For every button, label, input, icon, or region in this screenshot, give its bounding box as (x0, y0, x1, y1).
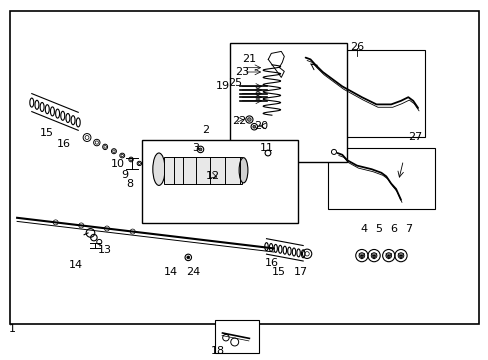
Ellipse shape (152, 153, 165, 185)
Text: 14: 14 (69, 260, 82, 270)
Text: 19: 19 (215, 81, 229, 91)
Text: 23: 23 (235, 67, 248, 77)
Text: 14: 14 (164, 267, 178, 277)
Text: 9: 9 (121, 170, 128, 180)
Circle shape (358, 253, 364, 258)
Circle shape (247, 118, 251, 121)
Text: 6: 6 (389, 224, 396, 234)
Bar (229, 43, 346, 162)
Text: 27: 27 (407, 132, 422, 142)
Text: 4: 4 (360, 224, 367, 234)
Text: 3: 3 (192, 143, 199, 153)
Bar (293, 50, 425, 137)
Bar (163, 157, 242, 184)
Text: 15: 15 (271, 267, 285, 277)
Text: 11: 11 (259, 143, 273, 153)
Text: 17: 17 (293, 267, 307, 277)
Circle shape (387, 255, 389, 257)
Text: 20: 20 (254, 121, 268, 131)
Text: 24: 24 (185, 267, 200, 277)
Circle shape (360, 255, 362, 257)
Text: 5: 5 (375, 224, 382, 234)
Text: 21: 21 (242, 54, 256, 64)
Text: 8: 8 (126, 179, 133, 189)
Text: 16: 16 (57, 139, 70, 149)
Text: 13: 13 (98, 245, 112, 255)
Text: 22: 22 (232, 116, 246, 126)
Circle shape (399, 255, 401, 257)
Bar (10, 11, 478, 324)
Circle shape (385, 253, 391, 258)
Text: 15: 15 (40, 128, 53, 138)
Circle shape (199, 148, 202, 151)
Text: 25: 25 (227, 78, 241, 88)
Circle shape (186, 256, 189, 259)
Text: 12: 12 (205, 171, 219, 181)
Bar (142, 140, 298, 223)
Text: 2: 2 (202, 125, 208, 135)
Circle shape (370, 253, 376, 258)
Text: 7: 7 (404, 224, 411, 234)
Text: 1: 1 (9, 324, 16, 334)
Circle shape (252, 125, 255, 128)
Text: 10: 10 (110, 159, 124, 169)
Circle shape (397, 253, 403, 258)
Circle shape (372, 255, 374, 257)
Ellipse shape (239, 158, 247, 183)
Text: 26: 26 (349, 42, 363, 52)
Bar (215, 320, 259, 353)
Bar (327, 148, 434, 209)
Text: 16: 16 (264, 258, 278, 268)
Text: 18: 18 (210, 346, 224, 356)
